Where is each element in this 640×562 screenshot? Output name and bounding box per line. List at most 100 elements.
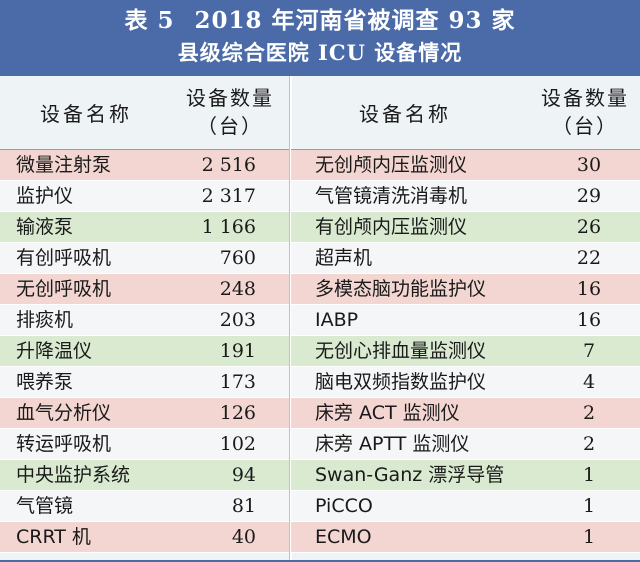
column-divider — [289, 76, 292, 562]
equipment-name: 监护仪 — [16, 185, 74, 207]
equipment-name: 超声机 — [315, 247, 373, 269]
equipment-table: 设备名称 设备数量 （台） 微量注射泵 2 516 监护仪 2 317 输液泵 1 166… — [0, 76, 640, 562]
equipment-count: 4 — [582, 371, 596, 393]
equipment-name: PiCCO — [315, 495, 373, 517]
equipment-count: 1 166 — [201, 216, 256, 238]
title-text-1: 2018 年河南省被调查 93 家 — [194, 7, 516, 34]
left-header-qty-line2: （台） — [197, 114, 263, 138]
equipment-count: 16 — [576, 309, 602, 331]
equipment-name: 无创呼吸机 — [16, 278, 112, 300]
table-number: 表 5 — [124, 7, 175, 34]
table-row: 无创颅内压监测仪 30 — [291, 150, 640, 181]
table-row: 超声机 22 — [291, 243, 640, 274]
equipment-count: 1 — [582, 495, 596, 517]
equipment-count: 126 — [219, 402, 256, 424]
equipment-name: 转运呼吸机 — [16, 433, 112, 455]
table-row: CRRT 机 40 — [0, 522, 290, 553]
table-row: 多模态脑功能监护仪 16 — [291, 274, 640, 305]
table-row: 微量注射泵 2 516 — [0, 150, 290, 181]
equipment-name: 升降温仪 — [16, 340, 93, 362]
equipment-name: 脑电双频指数监护仪 — [315, 371, 487, 393]
equipment-count: 2 516 — [201, 154, 256, 176]
equipment-name: 有创颅内压监测仪 — [315, 216, 468, 238]
equipment-count: 22 — [576, 247, 602, 269]
table-row: 无创心排血量监测仪 7 — [291, 336, 640, 367]
equipment-count: 16 — [576, 278, 602, 300]
equipment-name: 有创呼吸机 — [16, 247, 112, 269]
table-title: 表 5 2018 年河南省被调查 93 家 县级综合医院 ICU 设备情况 — [0, 0, 640, 76]
table-row: ECMO 1 — [291, 522, 640, 553]
table-row: 转运呼吸机 102 — [0, 429, 290, 460]
equipment-count: 173 — [219, 371, 256, 393]
equipment-name: 床旁 APTT 监测仪 — [315, 433, 470, 455]
equipment-count: 2 — [582, 402, 596, 424]
title-line-1: 表 5 2018 年河南省被调查 93 家 — [0, 5, 640, 37]
equipment-count: 1 — [582, 526, 596, 548]
table-row: 气管镜清洗消毒机 29 — [291, 181, 640, 212]
left-body: 微量注射泵 2 516 监护仪 2 317 输液泵 1 166 有创呼吸机 760 无创呼吸机 2… — [0, 150, 290, 553]
table-row: 输液泵 1 166 — [0, 212, 290, 243]
equipment-count: 29 — [576, 185, 602, 207]
table-row: 升降温仪 191 — [0, 336, 290, 367]
left-header-qty-line1: 设备数量 — [186, 86, 274, 110]
equipment-count: 760 — [219, 247, 256, 269]
equipment-name: CRRT 机 — [16, 526, 91, 548]
equipment-count: 203 — [219, 309, 256, 331]
table-row: 脑电双频指数监护仪 4 — [291, 367, 640, 398]
table-row: 无创呼吸机 248 — [0, 274, 290, 305]
equipment-name: 排痰机 — [16, 309, 74, 331]
right-header-qty: 设备数量 （台） — [535, 84, 635, 140]
equipment-count: 1 — [582, 464, 596, 486]
table-right-column: 设备名称 设备数量 （台） 无创颅内压监测仪 30 气管镜清洗消毒机 29 有创颅内压监… — [291, 76, 640, 562]
equipment-name: ECMO — [315, 526, 372, 548]
equipment-name: 血气分析仪 — [16, 402, 112, 424]
equipment-name: 多模态脑功能监护仪 — [315, 278, 487, 300]
equipment-name: 无创颅内压监测仪 — [315, 154, 468, 176]
equipment-name: 床旁 ACT 监测仪 — [315, 402, 460, 424]
table-row: 床旁 ACT 监测仪 2 — [291, 398, 640, 429]
equipment-count: 191 — [219, 340, 256, 362]
equipment-count: 26 — [576, 216, 602, 238]
equipment-name: 气管镜 — [16, 495, 74, 517]
equipment-name: IABP — [315, 309, 359, 331]
table-row: 床旁 APTT 监测仪 2 — [291, 429, 640, 460]
left-header-name: 设备名称 — [40, 102, 132, 126]
equipment-count: 2 — [582, 433, 596, 455]
equipment-name: 喂养泵 — [16, 371, 74, 393]
table-bottom-rule — [0, 560, 640, 562]
equipment-count: 81 — [231, 495, 256, 517]
right-header-name: 设备名称 — [359, 102, 451, 126]
right-body: 无创颅内压监测仪 30 气管镜清洗消毒机 29 有创颅内压监测仪 26 超声机 22 多模态脑功… — [291, 150, 640, 553]
table-row: 有创呼吸机 760 — [0, 243, 290, 274]
right-header-qty-line1: 设备数量 — [541, 86, 629, 110]
table-row: IABP 16 — [291, 305, 640, 336]
equipment-name: 无创心排血量监测仪 — [315, 340, 487, 362]
equipment-name: Swan-Ganz 漂浮导管 — [315, 464, 505, 486]
right-header-qty-line2: （台） — [552, 114, 618, 138]
table-row: 排痰机 203 — [0, 305, 290, 336]
equipment-count: 30 — [576, 154, 602, 176]
title-line-2: 县级综合医院 ICU 设备情况 — [177, 40, 463, 65]
table-row: 有创颅内压监测仪 26 — [291, 212, 640, 243]
equipment-name: 输液泵 — [16, 216, 74, 238]
equipment-count: 40 — [231, 526, 256, 548]
equipment-count: 102 — [219, 433, 256, 455]
equipment-count: 94 — [231, 464, 256, 486]
equipment-name: 气管镜清洗消毒机 — [315, 185, 468, 207]
left-header-qty: 设备数量 （台） — [180, 84, 280, 140]
equipment-name: 微量注射泵 — [16, 154, 112, 176]
table-row: 监护仪 2 317 — [0, 181, 290, 212]
right-header: 设备名称 设备数量 （台） — [291, 76, 640, 150]
table-row: 中央监护系统 94 — [0, 460, 290, 491]
equipment-name: 中央监护系统 — [16, 464, 131, 486]
equipment-count: 2 317 — [201, 185, 256, 207]
table-row: 血气分析仪 126 — [0, 398, 290, 429]
equipment-count: 248 — [219, 278, 256, 300]
table-row: Swan-Ganz 漂浮导管 1 — [291, 460, 640, 491]
table-row: 气管镜 81 — [0, 491, 290, 522]
left-header: 设备名称 设备数量 （台） — [0, 76, 290, 150]
table-left-column: 设备名称 设备数量 （台） 微量注射泵 2 516 监护仪 2 317 输液泵 1 166… — [0, 76, 290, 562]
table-row: 喂养泵 173 — [0, 367, 290, 398]
table-row: PiCCO 1 — [291, 491, 640, 522]
equipment-count: 7 — [582, 340, 596, 362]
